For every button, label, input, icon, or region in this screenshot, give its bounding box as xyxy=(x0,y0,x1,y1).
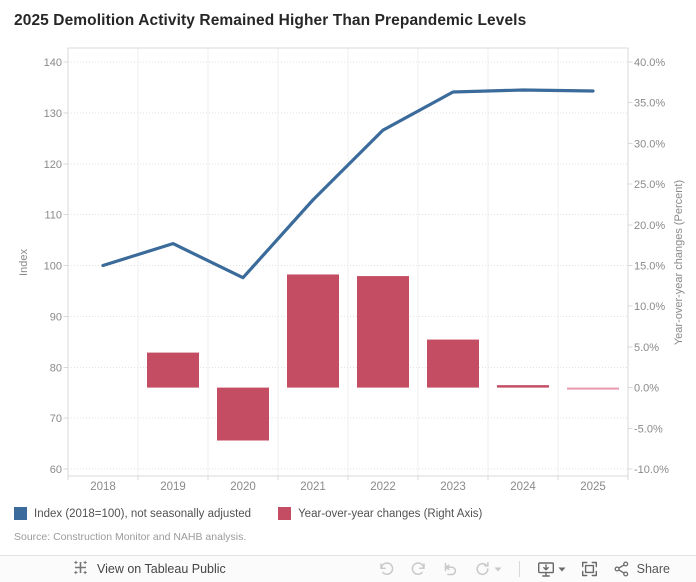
view-on-tableau-public-label: View on Tableau Public xyxy=(97,562,226,576)
legend: Index (2018=100), not seasonally adjuste… xyxy=(14,507,482,520)
undo-icon xyxy=(379,562,393,575)
svg-text:140: 140 xyxy=(44,57,62,69)
tableau-toolbar: View on Tableau Public xyxy=(0,555,696,582)
svg-text:35.0%: 35.0% xyxy=(634,98,665,110)
svg-text:110: 110 xyxy=(44,210,62,222)
share-label: Share xyxy=(636,562,670,576)
svg-text:10.0%: 10.0% xyxy=(634,301,665,313)
svg-text:2024: 2024 xyxy=(510,481,536,493)
redo-icon xyxy=(411,562,425,575)
fullscreen-button[interactable] xyxy=(581,561,598,577)
legend-item-yoy[interactable]: Year-over-year changes (Right Axis) xyxy=(278,507,482,520)
combo-chart[interactable]: 60 70 80 90 100 110 120 130 140 -10.0% -5.0% 0.0% 5.… xyxy=(0,40,696,502)
source-note: Source: Construction Monitor and NAHB an… xyxy=(14,531,247,543)
redo-button[interactable] xyxy=(410,561,427,577)
fullscreen-icon xyxy=(581,561,597,577)
svg-text:2019: 2019 xyxy=(160,481,186,493)
legend-item-index[interactable]: Index (2018=100), not seasonally adjuste… xyxy=(14,507,251,520)
chevron-down-icon xyxy=(494,567,502,571)
share-icon xyxy=(614,561,628,577)
chevron-down-icon xyxy=(558,567,566,571)
svg-text:Year-over-year changes (Percen: Year-over-year changes (Percent) xyxy=(673,180,685,345)
svg-text:2020: 2020 xyxy=(230,481,256,493)
download-icon xyxy=(537,561,554,577)
revert-icon xyxy=(444,562,456,576)
share-button[interactable]: Share xyxy=(613,561,670,577)
svg-text:130: 130 xyxy=(44,108,62,120)
toolbar-buttons: Share xyxy=(378,561,670,578)
svg-text:40.0%: 40.0% xyxy=(634,57,665,69)
legend-label-yoy: Year-over-year changes (Right Axis) xyxy=(298,507,483,520)
svg-text:-5.0%: -5.0% xyxy=(634,423,663,435)
refresh-icon xyxy=(476,561,489,575)
tableau-logo-icon xyxy=(72,559,89,579)
refresh-button[interactable] xyxy=(474,561,502,577)
svg-text:80: 80 xyxy=(50,362,62,374)
svg-text:70: 70 xyxy=(50,413,62,425)
svg-text:60: 60 xyxy=(50,464,62,476)
svg-text:2018: 2018 xyxy=(90,481,116,493)
undo-button[interactable] xyxy=(378,561,395,577)
toolbar-divider xyxy=(518,561,520,577)
chart-title: 2025 Demolition Activity Remained Higher… xyxy=(14,12,527,29)
svg-text:20.0%: 20.0% xyxy=(634,220,665,232)
svg-text:0.0%: 0.0% xyxy=(634,383,659,395)
svg-text:2023: 2023 xyxy=(440,481,466,493)
svg-text:2025: 2025 xyxy=(580,481,606,493)
svg-text:30.0%: 30.0% xyxy=(634,138,665,150)
svg-text:5.0%: 5.0% xyxy=(634,342,659,354)
revert-button[interactable] xyxy=(442,561,459,577)
svg-text:25.0%: 25.0% xyxy=(634,179,665,191)
chart-canvas[interactable]: 60 70 80 90 100 110 120 130 140 -10.0% -5.0% 0.0% 5.… xyxy=(0,40,696,502)
svg-text:15.0%: 15.0% xyxy=(634,261,665,273)
svg-text:2022: 2022 xyxy=(370,481,396,493)
legend-label-index: Index (2018=100), not seasonally adjuste… xyxy=(34,507,252,520)
svg-text:100: 100 xyxy=(44,261,62,273)
svg-text:-10.0%: -10.0% xyxy=(634,464,669,476)
svg-text:Index: Index xyxy=(18,249,30,276)
svg-text:120: 120 xyxy=(44,159,62,171)
view-on-tableau-public-link[interactable]: View on Tableau Public xyxy=(72,559,226,579)
legend-swatch-yoy xyxy=(278,507,292,520)
download-button[interactable] xyxy=(537,561,566,578)
svg-text:2021: 2021 xyxy=(300,481,326,493)
legend-swatch-index xyxy=(14,507,27,520)
svg-text:90: 90 xyxy=(50,311,62,323)
